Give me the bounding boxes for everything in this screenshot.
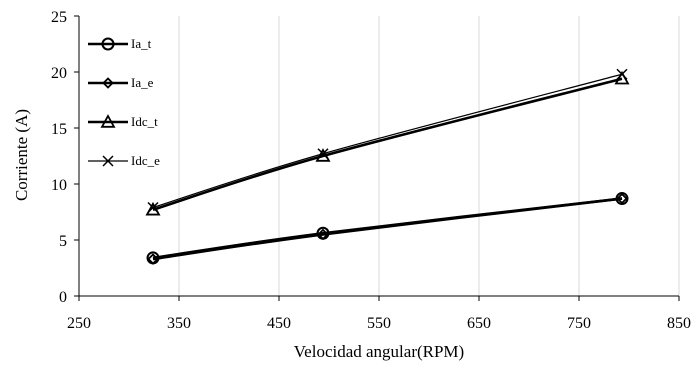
legend-marker-Idc_t [100,114,116,128]
y-tick-label-10: 10 [51,177,67,194]
y-tick-label-15: 15 [51,121,67,138]
point-Ia_e-494 [317,228,329,241]
point-Ia_e-324 [147,253,159,265]
point-Idc_e-324 [147,201,159,214]
x-tick-labels: 250 350 450 550 650 750 850 [67,315,691,332]
y-tick-label-0: 0 [59,289,67,306]
x-tick-label-450: 450 [267,315,291,332]
axes [74,15,680,301]
x-tick-label-550: 550 [367,315,391,332]
legend-label-Ia_t: Ia_t [131,36,152,51]
x-tick-label-850: 850 [667,315,691,332]
legend-marker-Ia_e [102,77,114,89]
point-Idc_e-793 [616,68,628,80]
legend-label-Idc_t: Idc_t [131,114,158,129]
series-line-Idc_t [152,77,623,211]
legend-marker-Idc_e [102,155,114,167]
series-Idc_t [145,70,630,216]
y-tick-labels: 0 5 10 15 20 25 [51,9,67,306]
series-line-Idc_e [152,73,623,209]
x-tick-label-650: 650 [467,315,491,332]
y-axis-title: Corriente (A) [12,109,31,201]
series-Ia_e [147,192,628,265]
point-Idc_e-494 [317,148,329,160]
legend: Ia_t Ia_e Idc_t Idc_e [88,36,160,168]
x-tick-label-350: 350 [167,315,191,332]
x-tick-label-250: 250 [67,315,91,332]
legend-marker-Ia_t [101,37,115,51]
series-Idc_e [147,68,628,214]
x-tick-label-750: 750 [567,315,591,332]
y-tick-label-25: 25 [51,9,67,26]
y-tick-label-20: 20 [51,65,67,82]
legend-label-Ia_e: Ia_e [131,75,154,90]
point-Idc_t-324 [145,201,161,216]
legend-label-Idc_e: Idc_e [131,153,160,168]
x-axis-title: Velocidad angular(RPM) [294,342,464,361]
series-line-Ia_e [152,197,623,261]
vertical-gridlines [178,16,680,296]
series-Ia_t [146,192,629,265]
legend-item-Idc_t: Idc_t [88,114,158,129]
y-tick-label-5: 5 [59,233,67,250]
legend-item-Ia_e: Ia_e [88,75,154,90]
legend-item-Ia_t: Ia_t [88,36,152,51]
legend-item-Idc_e: Idc_e [88,153,160,168]
point-Ia_e-793 [616,192,628,205]
series-group [145,68,630,265]
point-Idc_t-494 [315,148,331,162]
